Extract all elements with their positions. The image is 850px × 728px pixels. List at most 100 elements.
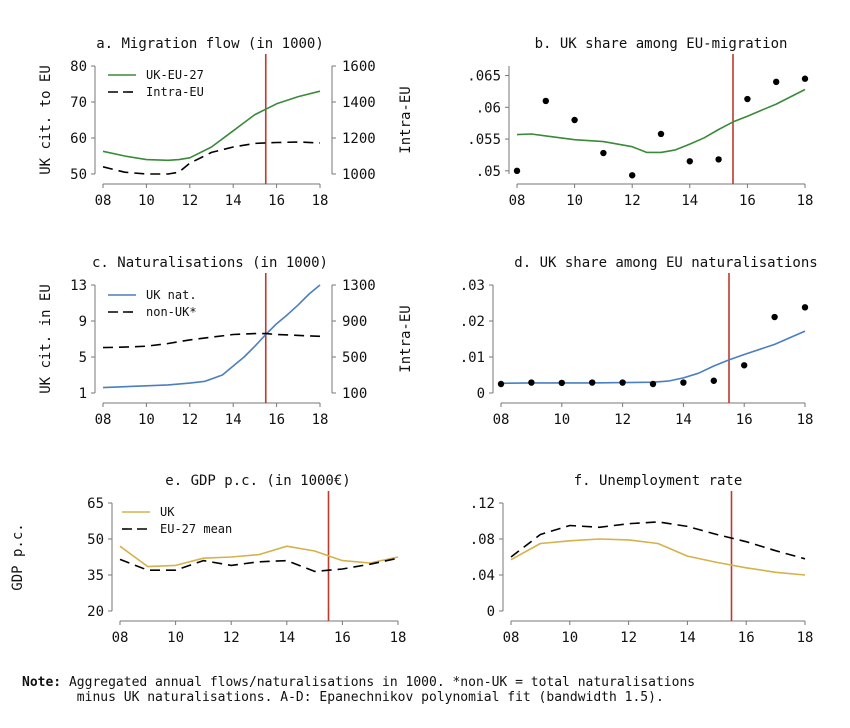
legend-label-a-1: Intra-EU bbox=[146, 85, 204, 99]
scatter-point-b-4 bbox=[629, 172, 636, 179]
x-tick-label-f-5: 18 bbox=[797, 630, 814, 646]
y-tick-label-b-1: .055 bbox=[467, 132, 501, 148]
chart-title-f: f. Unemployment rate bbox=[574, 473, 743, 489]
x-tick-label-e-2: 12 bbox=[223, 630, 240, 646]
scatter-point-d-2 bbox=[558, 379, 565, 387]
x-tick-label-e-5: 18 bbox=[390, 630, 407, 646]
x-tick-label-a-5: 18 bbox=[312, 193, 329, 209]
x-tick-label-f-4: 16 bbox=[738, 630, 755, 646]
x-tick-label-f-3: 14 bbox=[679, 630, 696, 646]
scatter-point-b-1 bbox=[542, 97, 549, 105]
x-tick-label-b-2: 12 bbox=[624, 193, 641, 209]
y-tick-label-f-0: 0 bbox=[487, 604, 495, 620]
x-tick-label-d-2: 12 bbox=[614, 412, 631, 428]
x-tick-label-f-0: 08 bbox=[503, 630, 520, 646]
series-line-a-1 bbox=[102, 141, 321, 175]
y-tick-label-f-2: .08 bbox=[470, 532, 495, 548]
y2-tick-label-c-1: 500 bbox=[342, 350, 367, 366]
y-tick-label-a-1: 60 bbox=[70, 131, 87, 147]
legend-label-a-0: UK-EU-27 bbox=[146, 68, 204, 82]
scatter-point-d-4 bbox=[619, 379, 626, 386]
x-tick-label-a-4: 16 bbox=[268, 193, 285, 209]
scatter-point-b-10 bbox=[801, 75, 809, 82]
scatter-point-b-8 bbox=[744, 95, 751, 103]
x-tick-label-f-2: 12 bbox=[620, 630, 637, 646]
scatter-point-d-0 bbox=[497, 380, 505, 388]
scatter-point-b-6 bbox=[686, 158, 693, 165]
x-tick-label-d-1: 10 bbox=[553, 412, 570, 428]
y-tick-label-c-0: 1 bbox=[79, 386, 87, 402]
chart-title-b: b. UK share among EU-migration bbox=[535, 36, 788, 52]
scatter-point-d-5 bbox=[649, 380, 657, 388]
y-tick-label-e-1: 35 bbox=[87, 568, 104, 584]
note-label: Note: bbox=[22, 675, 62, 690]
y-axis-label-e: GDP p.c. bbox=[10, 523, 26, 590]
y-tick-label-a-3: 80 bbox=[70, 59, 87, 75]
x-tick-label-b-3: 14 bbox=[681, 193, 698, 209]
x-tick-label-d-3: 14 bbox=[675, 412, 692, 428]
y-tick-label-b-2: .06 bbox=[476, 100, 501, 116]
x-tick-label-b-1: 10 bbox=[566, 193, 583, 209]
x-tick-label-a-3: 14 bbox=[225, 193, 242, 209]
chart-title-a: a. Migration flow (in 1000) bbox=[96, 36, 324, 52]
legend-label-c-1: non-UK* bbox=[146, 305, 197, 319]
scatter-point-d-1 bbox=[528, 379, 535, 386]
y-tick-label-b-0: .05 bbox=[476, 164, 501, 180]
y2-tick-label-a-0: 1000 bbox=[342, 167, 376, 183]
series-line-f-0 bbox=[510, 538, 806, 576]
y-tick-label-c-3: 13 bbox=[70, 278, 87, 294]
y-tick-label-f-3: .12 bbox=[470, 496, 495, 512]
scatter-point-b-0 bbox=[513, 167, 521, 175]
x-tick-label-b-0: 08 bbox=[509, 193, 526, 209]
scatter-point-b-2 bbox=[571, 116, 578, 124]
legend-label-e-0: UK bbox=[160, 505, 175, 519]
y-tick-label-a-0: 50 bbox=[70, 167, 87, 183]
y-axis-label-c: UK cit. in EU bbox=[38, 284, 54, 394]
x-tick-label-c-3: 14 bbox=[225, 412, 242, 428]
y-axis-label-a: UK cit. to EU bbox=[38, 65, 54, 175]
y-tick-label-d-1: .01 bbox=[460, 350, 485, 366]
y2-tick-label-c-2: 900 bbox=[342, 314, 367, 330]
x-tick-label-c-0: 08 bbox=[95, 412, 112, 428]
x-tick-label-e-3: 14 bbox=[278, 630, 295, 646]
y2-tick-label-a-3: 1600 bbox=[342, 59, 376, 75]
series-line-f-1 bbox=[510, 521, 806, 560]
y-axis-label-b: Intra-EU bbox=[398, 86, 414, 153]
chart-title-e: e. GDP p.c. (in 1000€) bbox=[165, 473, 350, 489]
y2-tick-label-c-0: 100 bbox=[342, 386, 367, 402]
scatter-point-d-3 bbox=[589, 379, 596, 386]
y-tick-label-d-0: 0 bbox=[477, 386, 485, 402]
scatter-point-d-7 bbox=[710, 377, 717, 384]
y-tick-label-a-2: 70 bbox=[70, 95, 87, 111]
x-tick-label-b-4: 16 bbox=[739, 193, 756, 209]
x-tick-label-c-4: 16 bbox=[268, 412, 285, 428]
x-tick-label-d-5: 18 bbox=[797, 412, 814, 428]
y2-tick-label-c-3: 1300 bbox=[342, 278, 376, 294]
scatter-point-d-6 bbox=[680, 379, 687, 386]
x-tick-label-e-1: 10 bbox=[167, 630, 184, 646]
note-line1: Aggregated annual flows/naturalisations … bbox=[61, 675, 696, 690]
chart-title-c: c. Naturalisations (in 1000) bbox=[92, 255, 328, 271]
scatter-point-b-3 bbox=[600, 149, 607, 157]
y-tick-label-e-2: 50 bbox=[87, 532, 104, 548]
series-line-e-1 bbox=[119, 557, 399, 573]
x-tick-label-c-5: 18 bbox=[312, 412, 329, 428]
x-tick-label-a-2: 12 bbox=[181, 193, 198, 209]
series-line-b-0 bbox=[516, 88, 806, 154]
x-tick-label-d-4: 16 bbox=[736, 412, 753, 428]
note: Note: Aggregated annual flows/naturalisa… bbox=[22, 675, 695, 705]
x-tick-label-b-5: 18 bbox=[797, 193, 814, 209]
legend-label-e-1: EU-27 mean bbox=[160, 522, 232, 536]
x-tick-label-e-4: 16 bbox=[334, 630, 351, 646]
x-tick-label-f-1: 10 bbox=[561, 630, 578, 646]
legend-label-c-0: UK nat. bbox=[146, 288, 197, 302]
x-tick-label-c-2: 12 bbox=[181, 412, 198, 428]
x-tick-label-e-0: 08 bbox=[112, 630, 129, 646]
scatter-point-d-9 bbox=[771, 313, 778, 321]
y-tick-label-b-3: .065 bbox=[467, 69, 501, 85]
y-tick-label-c-2: 9 bbox=[79, 314, 87, 330]
scatter-point-d-10 bbox=[801, 304, 809, 311]
chart-title-d: d. UK share among EU naturalisations bbox=[514, 255, 817, 271]
x-tick-label-a-0: 08 bbox=[95, 193, 112, 209]
